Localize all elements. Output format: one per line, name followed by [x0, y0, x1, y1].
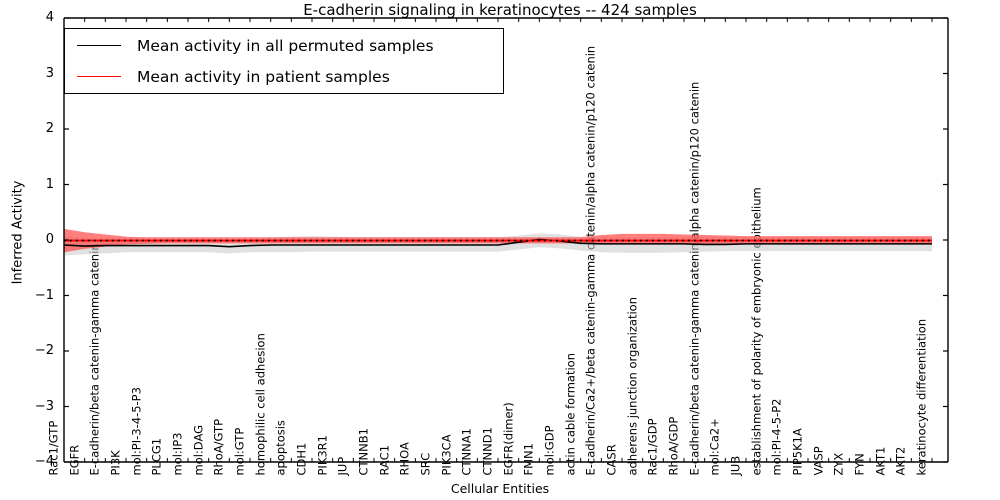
- y-tick-label: −3: [34, 398, 54, 414]
- legend-item-patient: Mean activity in patient samples: [65, 60, 503, 93]
- y-tick-label: −2: [34, 343, 54, 358]
- legend-swatch-patient: [77, 76, 121, 77]
- chart-title: E-cadherin signaling in keratinocytes --…: [303, 1, 697, 19]
- y-tick-label: −1: [34, 287, 54, 303]
- legend-swatch-permuted: [77, 45, 121, 46]
- legend-item-permuted: Mean activity in all permuted samples: [65, 29, 503, 62]
- y-tick-label: 3: [45, 65, 54, 81]
- y-tick-label: 2: [45, 121, 54, 136]
- y-tick-label: 1: [45, 176, 54, 192]
- chart-legend: Mean activity in all permuted samples Me…: [64, 28, 504, 94]
- legend-label-permuted: Mean activity in all permuted samples: [137, 36, 434, 55]
- y-tick-label: 0: [45, 232, 54, 247]
- y-tick-label: 4: [45, 10, 54, 25]
- y-tick-label: −4: [34, 454, 54, 469]
- x-axis-label: Cellular Entities: [450, 481, 550, 496]
- legend-label-patient: Mean activity in patient samples: [137, 67, 390, 86]
